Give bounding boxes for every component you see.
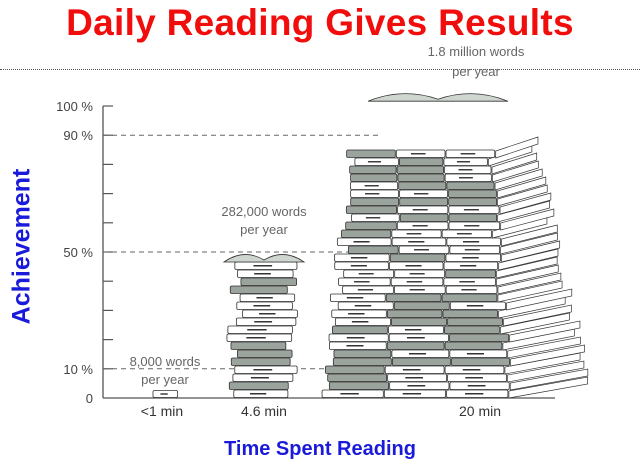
book [350,197,400,206]
book-side [500,232,558,255]
book-side [507,336,581,359]
book [228,381,289,390]
book [230,357,291,366]
book [391,317,447,326]
annotation-text: 282,000 words [221,204,307,219]
book [345,205,397,214]
annotation-text: per year [141,372,189,387]
book [442,309,498,318]
book [386,341,445,350]
book-side [498,248,559,271]
book [324,365,385,374]
annotation-text: 1.8 million words [428,44,525,59]
book-side [500,312,570,335]
book-side [496,256,558,279]
book-side [499,192,552,215]
book [240,277,297,286]
book-side [497,184,548,207]
book-side [501,224,558,247]
annotation-text: per year [452,64,500,79]
book-side [507,360,585,383]
book-side [497,280,563,303]
book [389,253,446,262]
book [341,229,392,238]
book-side [495,136,539,159]
book [333,349,392,358]
book-side [501,240,561,263]
book [345,221,397,230]
book-side [503,304,572,327]
book [444,341,503,350]
book-side [497,272,562,295]
book-side [497,176,547,199]
book-side [509,320,581,343]
book [391,357,451,366]
book [398,157,444,166]
book [399,197,449,206]
book-side [506,288,573,311]
chart-title: Daily Reading Gives Results [66,2,574,43]
book-side [496,264,559,287]
book [350,173,398,182]
book [448,197,498,206]
annotation-text: per year [240,222,288,237]
book [385,293,442,302]
book-side [510,344,585,367]
open-book [367,93,509,102]
book [327,373,388,382]
book [397,173,445,182]
book [448,213,498,222]
book [393,301,450,310]
book [446,181,495,190]
book [441,293,498,302]
book-side [491,152,538,175]
book [346,149,396,158]
y-tick-label: 50 % [63,245,93,260]
book [445,269,497,278]
book [237,349,293,358]
book [328,381,390,390]
book [230,341,287,350]
book [229,285,288,294]
title-separator [0,69,640,70]
book [449,333,510,342]
open-book [222,254,306,263]
book [331,325,388,334]
x-axis-label: Time Spent Reading [224,438,416,460]
annotation-text: 8,000 words [130,354,201,369]
book [347,245,399,254]
book [451,357,510,366]
x-tick-label: 20 min [459,403,501,419]
book [444,325,500,334]
book [448,189,497,198]
book [398,181,447,190]
book-side [508,376,589,399]
y-tick-label: 0 [86,391,93,406]
x-tick-label: 4.6 min [241,403,287,419]
book-side [509,368,589,391]
book [349,165,397,174]
book-side [494,168,543,191]
y-tick-label: 90 % [63,128,93,143]
book [386,309,443,318]
book-side [500,208,555,231]
book [396,165,444,174]
y-tick-label: 100 % [56,99,93,114]
book [332,357,392,366]
book [399,213,449,222]
y-tick-label: 10 % [63,362,93,377]
x-tick-label: <1 min [141,403,183,419]
book-side [492,160,539,183]
book [447,317,504,326]
book-side [497,200,550,223]
